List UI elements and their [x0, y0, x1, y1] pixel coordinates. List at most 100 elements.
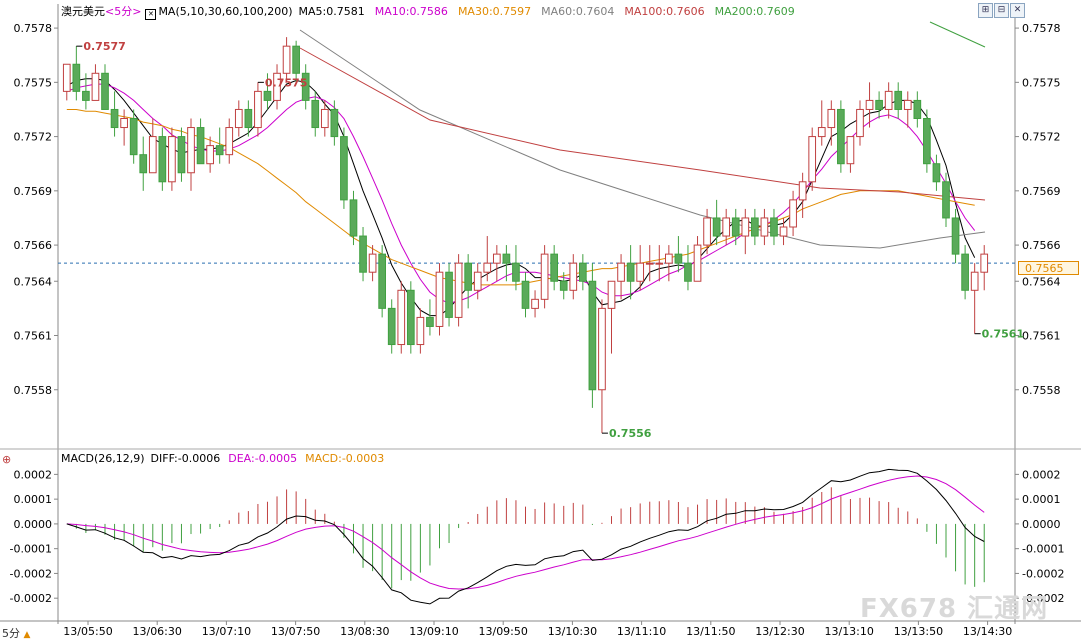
candle-body	[712, 217, 721, 237]
x-tick-label: 13/13:50	[894, 625, 943, 638]
candle-body	[263, 90, 272, 101]
symbol-label: 澳元美元	[61, 5, 105, 18]
candle-body	[789, 199, 797, 228]
x-tick-label: 13/09:50	[478, 625, 527, 638]
collapse-icon[interactable]: ⊟	[994, 3, 1009, 18]
candle-body	[588, 280, 597, 391]
candle-body	[244, 108, 253, 129]
x-tick-label: 13/14:30	[963, 625, 1012, 638]
candle-body	[234, 108, 243, 129]
y-tick-label-right: 0.7578	[1022, 22, 1061, 35]
candle-body	[196, 127, 205, 165]
candle-body	[435, 271, 444, 327]
macd-tick-label-right: 0.0002	[1022, 468, 1061, 481]
candle-body	[168, 136, 176, 183]
macd-tick-label-left: -0.0002	[10, 592, 52, 605]
candle-body	[550, 253, 559, 282]
candle-body	[751, 217, 759, 237]
candle-body	[426, 316, 434, 327]
candle-body	[951, 217, 960, 255]
annotation-label: 0.7561	[982, 328, 1024, 341]
x-tick-label: 13/11:10	[617, 625, 666, 638]
candle-body	[187, 127, 195, 174]
candle-body	[397, 289, 406, 346]
ma-line-ma30	[66, 109, 975, 286]
candle-body	[225, 127, 234, 156]
candle-body	[655, 262, 664, 265]
period-switch-label: 5分	[2, 627, 20, 640]
candle-body	[760, 217, 769, 237]
candle-body	[110, 108, 119, 129]
y-tick-label-left: 0.7558	[14, 384, 53, 397]
candle-body	[540, 253, 549, 300]
candle-body	[454, 262, 463, 318]
close-icon[interactable]: ✕	[1010, 3, 1025, 18]
candle-body	[884, 90, 893, 110]
candle-body	[741, 217, 750, 237]
candle-body	[817, 127, 826, 138]
candle-body	[923, 118, 931, 165]
x-tick-label: 13/05:50	[63, 625, 112, 638]
candle-body	[292, 45, 300, 74]
candle-body	[120, 118, 128, 129]
candle-body	[502, 253, 511, 264]
macd-value: MACD:-0.0003	[305, 452, 385, 465]
candle-body	[856, 108, 864, 138]
y-tick-label-right: 0.7575	[1022, 76, 1061, 89]
x-tick-label: 13/10:30	[548, 625, 597, 638]
macd-tick-label-left: -0.0001	[10, 543, 52, 556]
period-label[interactable]: <5分>	[105, 5, 142, 18]
candle-body	[177, 136, 186, 174]
candle-body	[913, 99, 922, 119]
candle-body	[378, 253, 386, 309]
annotation-label: 0.7556	[609, 427, 652, 440]
candle-body	[636, 262, 645, 282]
macd-dea-line	[66, 475, 985, 590]
x-tick-label: 13/13:10	[824, 625, 873, 638]
ma-toggle-icon[interactable]: ✕	[145, 9, 157, 20]
crosshair-icon: ⊕	[2, 453, 11, 466]
candle-body	[865, 99, 874, 110]
candle-body	[731, 217, 740, 237]
macd-header: MACD(26,12,9) DIFF:-0.0006 DEA:-0.0005 MACD…	[61, 452, 384, 468]
candle-body	[101, 72, 109, 110]
candle-body	[808, 136, 817, 183]
candle-body	[311, 99, 320, 129]
candle-body	[82, 90, 90, 101]
y-tick-label-right: 0.7564	[1022, 275, 1061, 288]
period-switch[interactable]: 5分 ▲	[2, 625, 30, 641]
y-tick-label-right: 0.7558	[1022, 384, 1061, 397]
long-ma-line	[299, 29, 986, 249]
candle-body	[273, 72, 281, 101]
candle-body	[301, 72, 310, 101]
candle-body	[158, 136, 167, 183]
x-tick-label: 13/07:50	[271, 625, 320, 638]
candle-body	[903, 99, 912, 110]
macd-tick-label-right: -0.0001	[1022, 543, 1064, 556]
ma10-value: MA10:0.7586	[374, 5, 448, 18]
expand-icon[interactable]: ⊞	[978, 3, 993, 18]
ma-config-label: MA(5,10,30,60,100,200)	[158, 5, 293, 18]
candle-body	[970, 271, 979, 291]
candle-body	[129, 118, 138, 156]
y-tick-label-left: 0.7561	[14, 330, 53, 343]
candle-body	[330, 108, 339, 138]
triangle-up-icon: ▲	[23, 630, 31, 640]
candle-body	[932, 163, 941, 183]
candle-body	[559, 280, 568, 291]
y-tick-label-right: 0.7566	[1022, 239, 1061, 252]
candle-body	[340, 136, 348, 201]
candle-body	[645, 262, 654, 265]
candle-body	[827, 108, 836, 129]
candle-body	[578, 262, 587, 282]
candle-body	[62, 63, 71, 92]
candle-body	[282, 45, 291, 74]
candle-body	[320, 108, 329, 129]
y-tick-label-left: 0.7578	[14, 22, 53, 35]
ma100-value: MA100:0.7606	[624, 5, 705, 18]
candle-body	[875, 99, 883, 110]
candle-body	[139, 154, 148, 174]
y-tick-label-right: 0.7572	[1022, 131, 1061, 144]
candle-body	[798, 181, 807, 201]
candle-body	[626, 262, 635, 282]
